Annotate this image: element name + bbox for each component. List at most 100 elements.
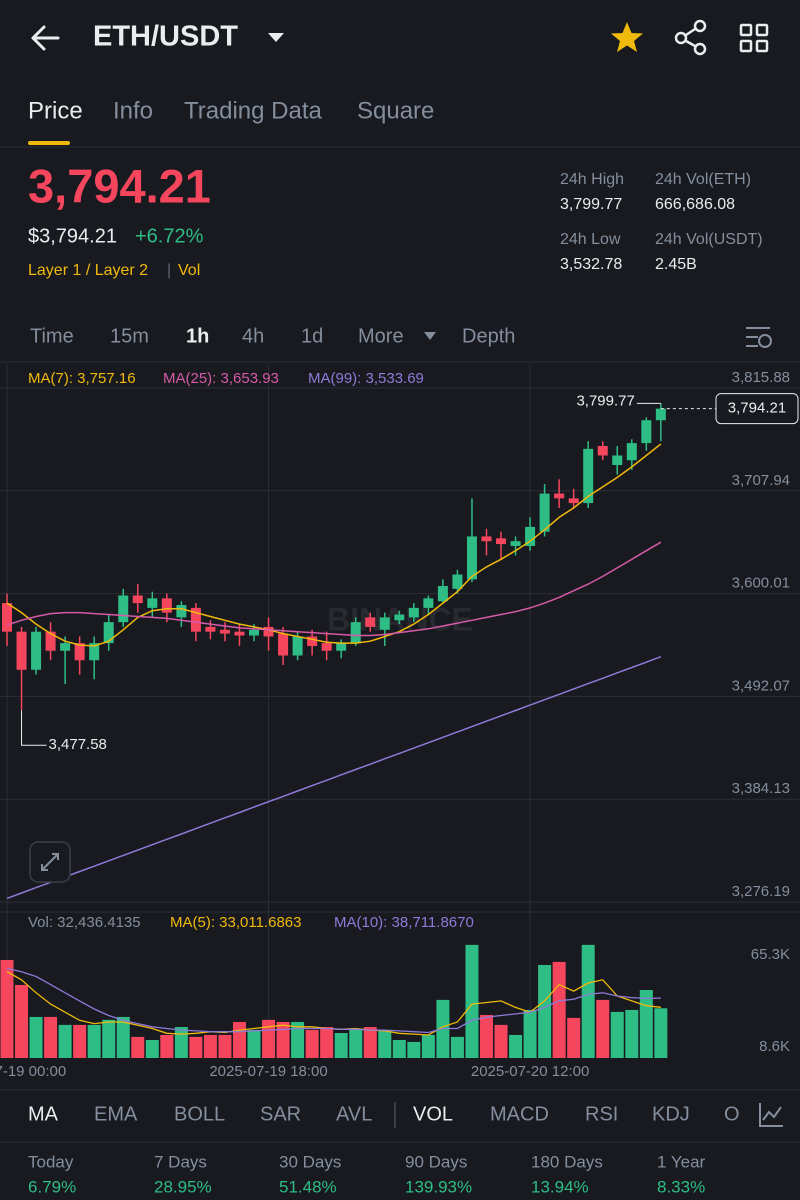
chart-settings[interactable]: [746, 327, 772, 348]
volume-bar: [73, 1024, 87, 1058]
candle-body: [132, 595, 143, 604]
tag[interactable]: Layer 1 / Layer 2: [28, 262, 148, 279]
volume-bar: [58, 1024, 72, 1058]
volume-bar: [0, 959, 14, 1058]
volume-bar: [421, 1034, 435, 1058]
pair-dropdown[interactable]: [268, 33, 284, 42]
tag-separator: |: [167, 262, 171, 279]
interval-tab[interactable]: 1d: [301, 325, 323, 347]
candle-body: [525, 526, 536, 546]
y-tick-label: 3,384.13: [732, 780, 790, 797]
ma-legend: MA(7): 3,757.16: [28, 370, 136, 387]
indicator-tab[interactable]: O: [724, 1103, 740, 1125]
candle-body: [234, 631, 245, 636]
indicator-tab[interactable]: MACD: [490, 1103, 549, 1125]
period-label: 1 Year: [657, 1152, 706, 1171]
tab[interactable]: Info: [113, 97, 153, 124]
period-change: 8.33%: [657, 1177, 705, 1196]
indicator-settings[interactable]: [759, 1103, 783, 1127]
volume-bar: [610, 1011, 624, 1058]
interval-tab[interactable]: 15m: [110, 325, 149, 347]
indicator-tab[interactable]: BOLL: [174, 1103, 225, 1125]
volume-bar: [116, 1016, 130, 1058]
indicator-tab[interactable]: AVL: [336, 1103, 372, 1125]
expand-button[interactable]: [29, 841, 71, 883]
favorite-star[interactable]: [611, 22, 643, 52]
indicator-bar: MA EMA BOLL SAR AVL VOL MACD RSI KDJ O: [28, 1103, 740, 1125]
volume-tick-label: 8.6K: [759, 1038, 790, 1055]
volume-bar: [247, 1029, 261, 1058]
indicator-tab[interactable]: KDJ: [652, 1103, 690, 1125]
volume-ma-legend: MA(5): 33,011.6863: [170, 914, 301, 931]
interval-tab[interactable]: 1h: [186, 325, 209, 347]
candle-body: [481, 536, 492, 542]
volume-tick-label: 65.3K: [751, 946, 790, 963]
x-tick-label: 2025-07-20 12:00: [471, 1063, 589, 1080]
volume-bar: [276, 1021, 290, 1058]
period-label: 7 Days: [154, 1152, 207, 1171]
volume-bar: [450, 1036, 464, 1058]
low-label: 3,477.58: [49, 736, 107, 753]
volume-bar: [479, 1014, 493, 1058]
y-tick-label: 3,707.94: [732, 472, 790, 489]
volume-bar: [44, 1016, 58, 1058]
volume-bar: [392, 1039, 406, 1058]
y-tick-label: 3,815.88: [732, 369, 790, 386]
stat-value: 2.45B: [655, 256, 697, 273]
volume-bar: [596, 999, 610, 1058]
candle-body: [583, 448, 594, 504]
tag[interactable]: Vol: [178, 262, 200, 279]
indicator-tab[interactable]: RSI: [585, 1103, 618, 1125]
candle-body: [161, 598, 172, 613]
volume-bar: [625, 1009, 639, 1058]
interval-tab[interactable]: Depth: [462, 325, 515, 347]
candle-body: [452, 574, 463, 589]
candle-body: [60, 643, 71, 651]
volume-bar: [320, 1026, 334, 1058]
candle-body: [219, 629, 230, 634]
indicator-tab[interactable]: EMA: [94, 1103, 138, 1125]
volume-bar: [262, 1019, 276, 1058]
more-dropdown[interactable]: [424, 332, 436, 340]
candle-body: [176, 605, 187, 618]
pair-title[interactable]: ETH/USDT: [93, 21, 238, 53]
volume-bar: [160, 1034, 174, 1058]
menu-grid[interactable]: [739, 23, 769, 53]
indicator-tab[interactable]: SAR: [260, 1103, 301, 1125]
back-button[interactable]: [31, 25, 60, 51]
candle-body: [249, 629, 260, 636]
volume-bar: [305, 1029, 319, 1058]
volume-bar: [102, 1019, 116, 1058]
candle-body: [539, 493, 550, 532]
candle-body: [379, 617, 390, 630]
volume-bar: [581, 944, 595, 1058]
tab-underline: [28, 141, 70, 145]
interval-tab[interactable]: More: [358, 325, 404, 347]
marker-line: [21, 710, 47, 746]
candle-body: [394, 614, 405, 621]
interval-tab[interactable]: 4h: [242, 325, 264, 347]
tab[interactable]: Square: [357, 97, 434, 124]
indicator-tab[interactable]: VOL: [413, 1103, 453, 1125]
candle-body: [278, 633, 289, 656]
x-tick-label: 2025-07-19 18:00: [209, 1063, 327, 1080]
indicator-tab[interactable]: MA: [28, 1103, 59, 1125]
stat-value: 3,532.78: [560, 256, 622, 273]
tab[interactable]: Trading Data: [184, 97, 323, 124]
share-button[interactable]: [674, 19, 707, 56]
volume-bar: [363, 1026, 377, 1058]
stat-label: 24h Vol(USDT): [655, 231, 763, 248]
volume-bar: [29, 1016, 43, 1058]
volume-bar: [494, 1024, 508, 1058]
interval-tab[interactable]: Time: [30, 325, 74, 347]
candle-body: [118, 595, 129, 623]
interval-bar: Time 15m 1h 4h 1d More Depth: [30, 325, 515, 347]
volume-bar: [189, 1036, 203, 1058]
volume-bar: [15, 984, 29, 1058]
tab-bar: Price Info Trading Data Square: [28, 97, 434, 124]
candle-body: [423, 598, 434, 608]
volume-bar: [654, 1008, 668, 1058]
tab[interactable]: Price: [28, 97, 83, 124]
